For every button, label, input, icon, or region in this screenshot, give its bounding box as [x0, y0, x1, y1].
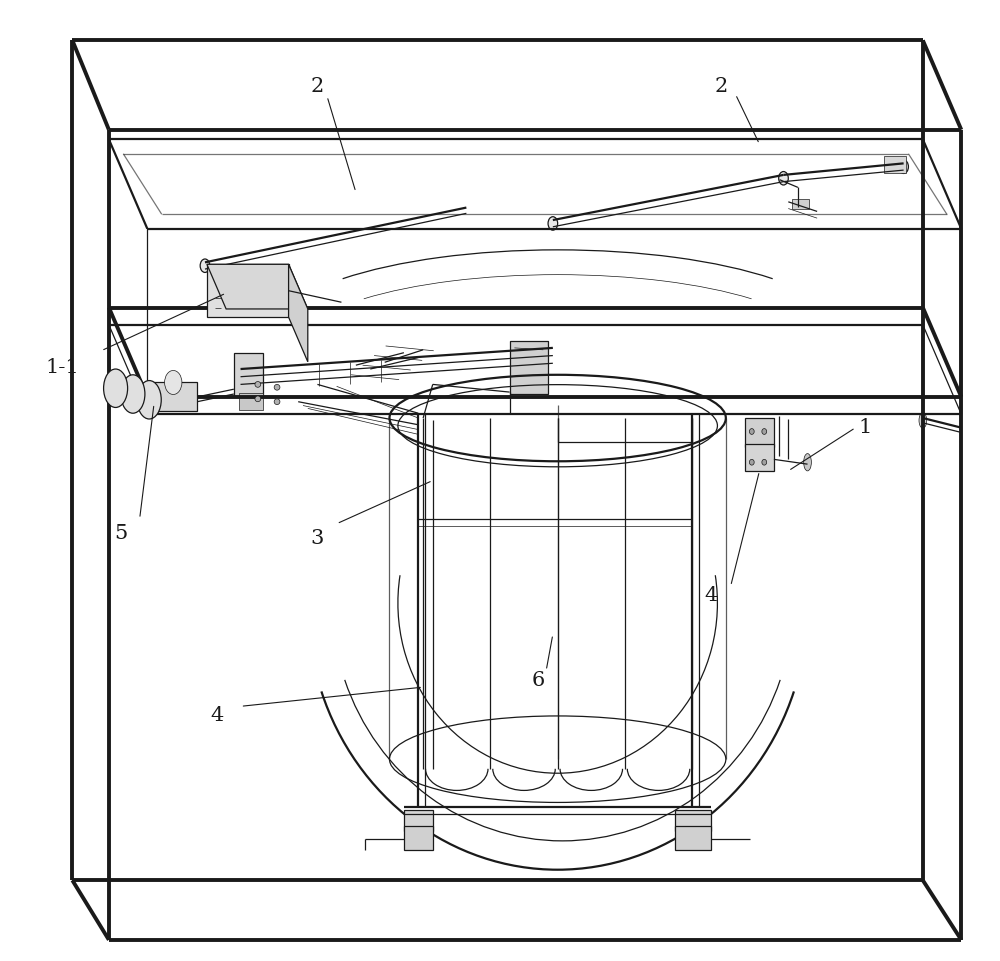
Polygon shape — [207, 264, 308, 308]
Bar — [745, 444, 774, 471]
Ellipse shape — [200, 259, 210, 272]
Text: 1-1: 1-1 — [46, 357, 80, 377]
Ellipse shape — [804, 454, 811, 471]
Ellipse shape — [104, 369, 128, 407]
Bar — [239, 393, 263, 410]
Text: 5: 5 — [114, 524, 127, 543]
Ellipse shape — [919, 413, 927, 428]
Bar — [149, 382, 197, 411]
Text: 2: 2 — [714, 77, 728, 96]
Text: 4: 4 — [210, 706, 223, 726]
Bar — [884, 156, 906, 173]
Text: 3: 3 — [311, 529, 324, 548]
Bar — [510, 341, 548, 394]
Bar — [675, 810, 711, 831]
Ellipse shape — [779, 171, 788, 185]
Text: 4: 4 — [705, 586, 718, 605]
Bar — [404, 826, 433, 850]
Bar — [404, 810, 433, 831]
Ellipse shape — [749, 429, 754, 434]
Bar — [675, 826, 711, 850]
Bar — [792, 199, 809, 209]
Ellipse shape — [274, 399, 280, 405]
Text: 1: 1 — [858, 418, 872, 437]
Ellipse shape — [121, 375, 145, 413]
Ellipse shape — [165, 370, 182, 395]
Bar — [745, 418, 774, 447]
Ellipse shape — [255, 396, 261, 402]
Ellipse shape — [762, 429, 767, 434]
Ellipse shape — [749, 459, 754, 465]
Ellipse shape — [762, 459, 767, 465]
Text: 2: 2 — [311, 77, 324, 96]
Polygon shape — [289, 264, 308, 361]
Ellipse shape — [899, 160, 908, 173]
Text: 6: 6 — [532, 671, 545, 690]
Ellipse shape — [274, 384, 280, 390]
Polygon shape — [207, 264, 289, 317]
Ellipse shape — [548, 216, 558, 230]
Ellipse shape — [255, 382, 261, 387]
Bar — [234, 353, 263, 396]
Ellipse shape — [137, 381, 161, 419]
